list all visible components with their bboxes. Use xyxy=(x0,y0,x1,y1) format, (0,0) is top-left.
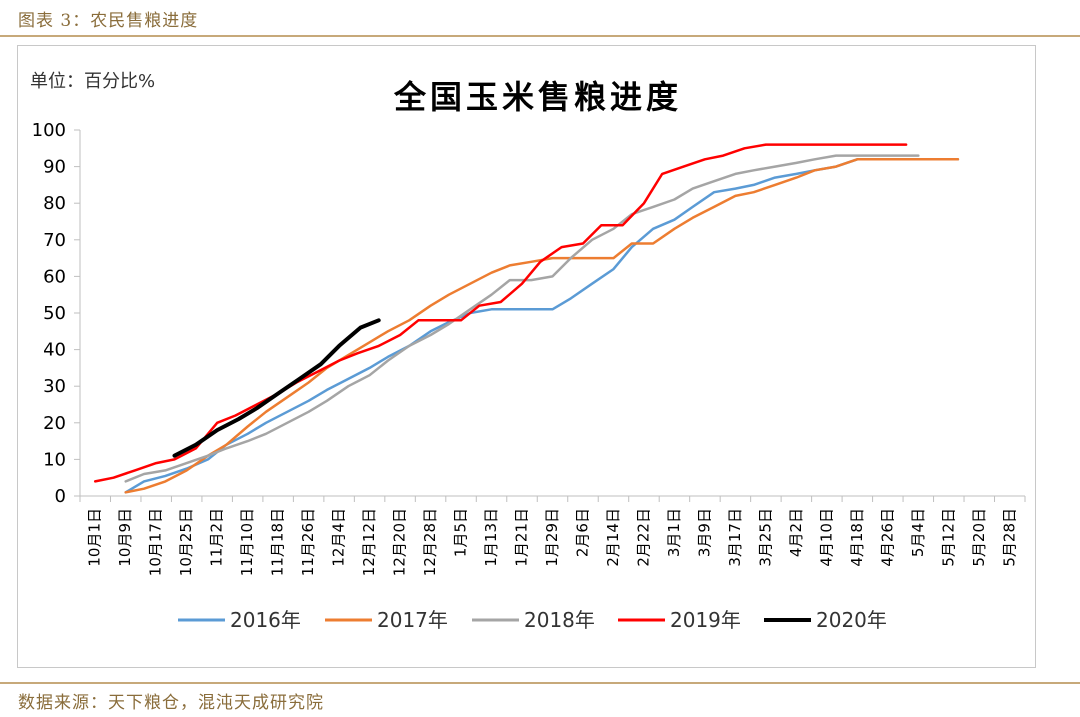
figure-title: 图表 3：农民售粮进度 xyxy=(18,11,199,31)
x-tick-label: 5月4日 xyxy=(909,508,927,557)
legend: 2016年 2017年 2018年 2019年 2020年 xyxy=(178,608,887,632)
x-tick-label: 5月12日 xyxy=(939,508,957,567)
y-tick-label: 70 xyxy=(43,230,66,251)
series-line-3 xyxy=(93,143,908,483)
legend-label-3: 2019年 xyxy=(670,608,741,632)
top-rule xyxy=(0,35,1080,37)
x-tick-label: 11月2日 xyxy=(208,508,226,567)
legend-label-1: 2017年 xyxy=(377,608,448,632)
figure-header: 图表 3：农民售粮进度 xyxy=(0,0,1080,36)
x-tick-label: 11月18日 xyxy=(269,508,287,576)
x-tick-label: 1月29日 xyxy=(543,508,561,567)
y-tick-label: 30 xyxy=(43,376,66,397)
x-tick-label: 3月1日 xyxy=(665,508,683,557)
x-tick-label: 1月13日 xyxy=(482,508,500,567)
y-tick-label: 80 xyxy=(43,193,66,214)
bottom-rule xyxy=(0,682,1080,684)
series-line-2 xyxy=(124,154,920,483)
y-tick-label: 50 xyxy=(43,303,66,324)
x-tick-label: 12月20日 xyxy=(391,508,409,576)
y-tick-label: 40 xyxy=(43,340,66,361)
x-tick-label: 10月1日 xyxy=(86,508,104,567)
x-tick-label: 10月9日 xyxy=(116,508,134,567)
x-tick-label: 4月26日 xyxy=(878,508,896,567)
x-tick-label: 11月10日 xyxy=(238,508,256,576)
x-tick-label: 12月12日 xyxy=(360,508,378,576)
x-tick-label: 3月9日 xyxy=(695,508,713,557)
x-tick-label: 2月14日 xyxy=(604,508,622,567)
x-tick-label: 1月5日 xyxy=(452,508,470,557)
chart-frame xyxy=(17,45,1036,668)
y-axis: 0 10 20 30 40 50 60 70 80 90 100 xyxy=(32,120,81,507)
source-note: 数据来源：天下粮仓，混沌天成研究院 xyxy=(18,693,324,713)
series-line-4 xyxy=(172,318,381,458)
x-tick-label: 10月17日 xyxy=(147,508,165,576)
legend-label-2: 2018年 xyxy=(524,608,595,632)
x-axis: 10月1日 10月9日 10月17日 10月25日 11月2日 11月10日 11月18日 1… xyxy=(79,495,1026,576)
legend-label-4: 2020年 xyxy=(816,608,887,632)
x-tick-label: 2月22日 xyxy=(634,508,652,567)
x-tick-label: 11月26日 xyxy=(299,508,317,576)
legend-label-0: 2016年 xyxy=(230,608,301,632)
x-tick-label: 2月6日 xyxy=(573,508,591,557)
series-line-0 xyxy=(124,158,960,494)
y-tick-label: 90 xyxy=(43,157,66,178)
chart-title: 全国玉米售粮进度 xyxy=(393,78,682,116)
x-tick-label: 5月28日 xyxy=(1000,508,1018,567)
x-tick-label: 4月10日 xyxy=(817,508,835,567)
x-tick-label: 4月2日 xyxy=(787,508,805,557)
x-tick-label: 12月4日 xyxy=(330,508,348,567)
y-tick-label: 0 xyxy=(55,486,66,507)
x-tick-label: 4月18日 xyxy=(848,508,866,567)
x-tick-label: 3月25日 xyxy=(756,508,774,567)
x-tick-label: 3月17日 xyxy=(726,508,744,567)
x-tick-label: 10月25日 xyxy=(177,508,195,576)
x-tick-label: 1月21日 xyxy=(513,508,531,567)
unit-label: 单位：百分比% xyxy=(30,71,155,92)
x-tick-label: 5月20日 xyxy=(970,508,988,567)
y-tick-label: 60 xyxy=(43,266,66,287)
x-tick-label: 12月28日 xyxy=(421,508,439,576)
series-group xyxy=(93,143,960,494)
y-tick-label: 10 xyxy=(43,449,66,470)
series-line-1 xyxy=(124,158,960,494)
y-tick-label: 100 xyxy=(32,120,66,141)
y-tick-label: 20 xyxy=(43,413,66,434)
